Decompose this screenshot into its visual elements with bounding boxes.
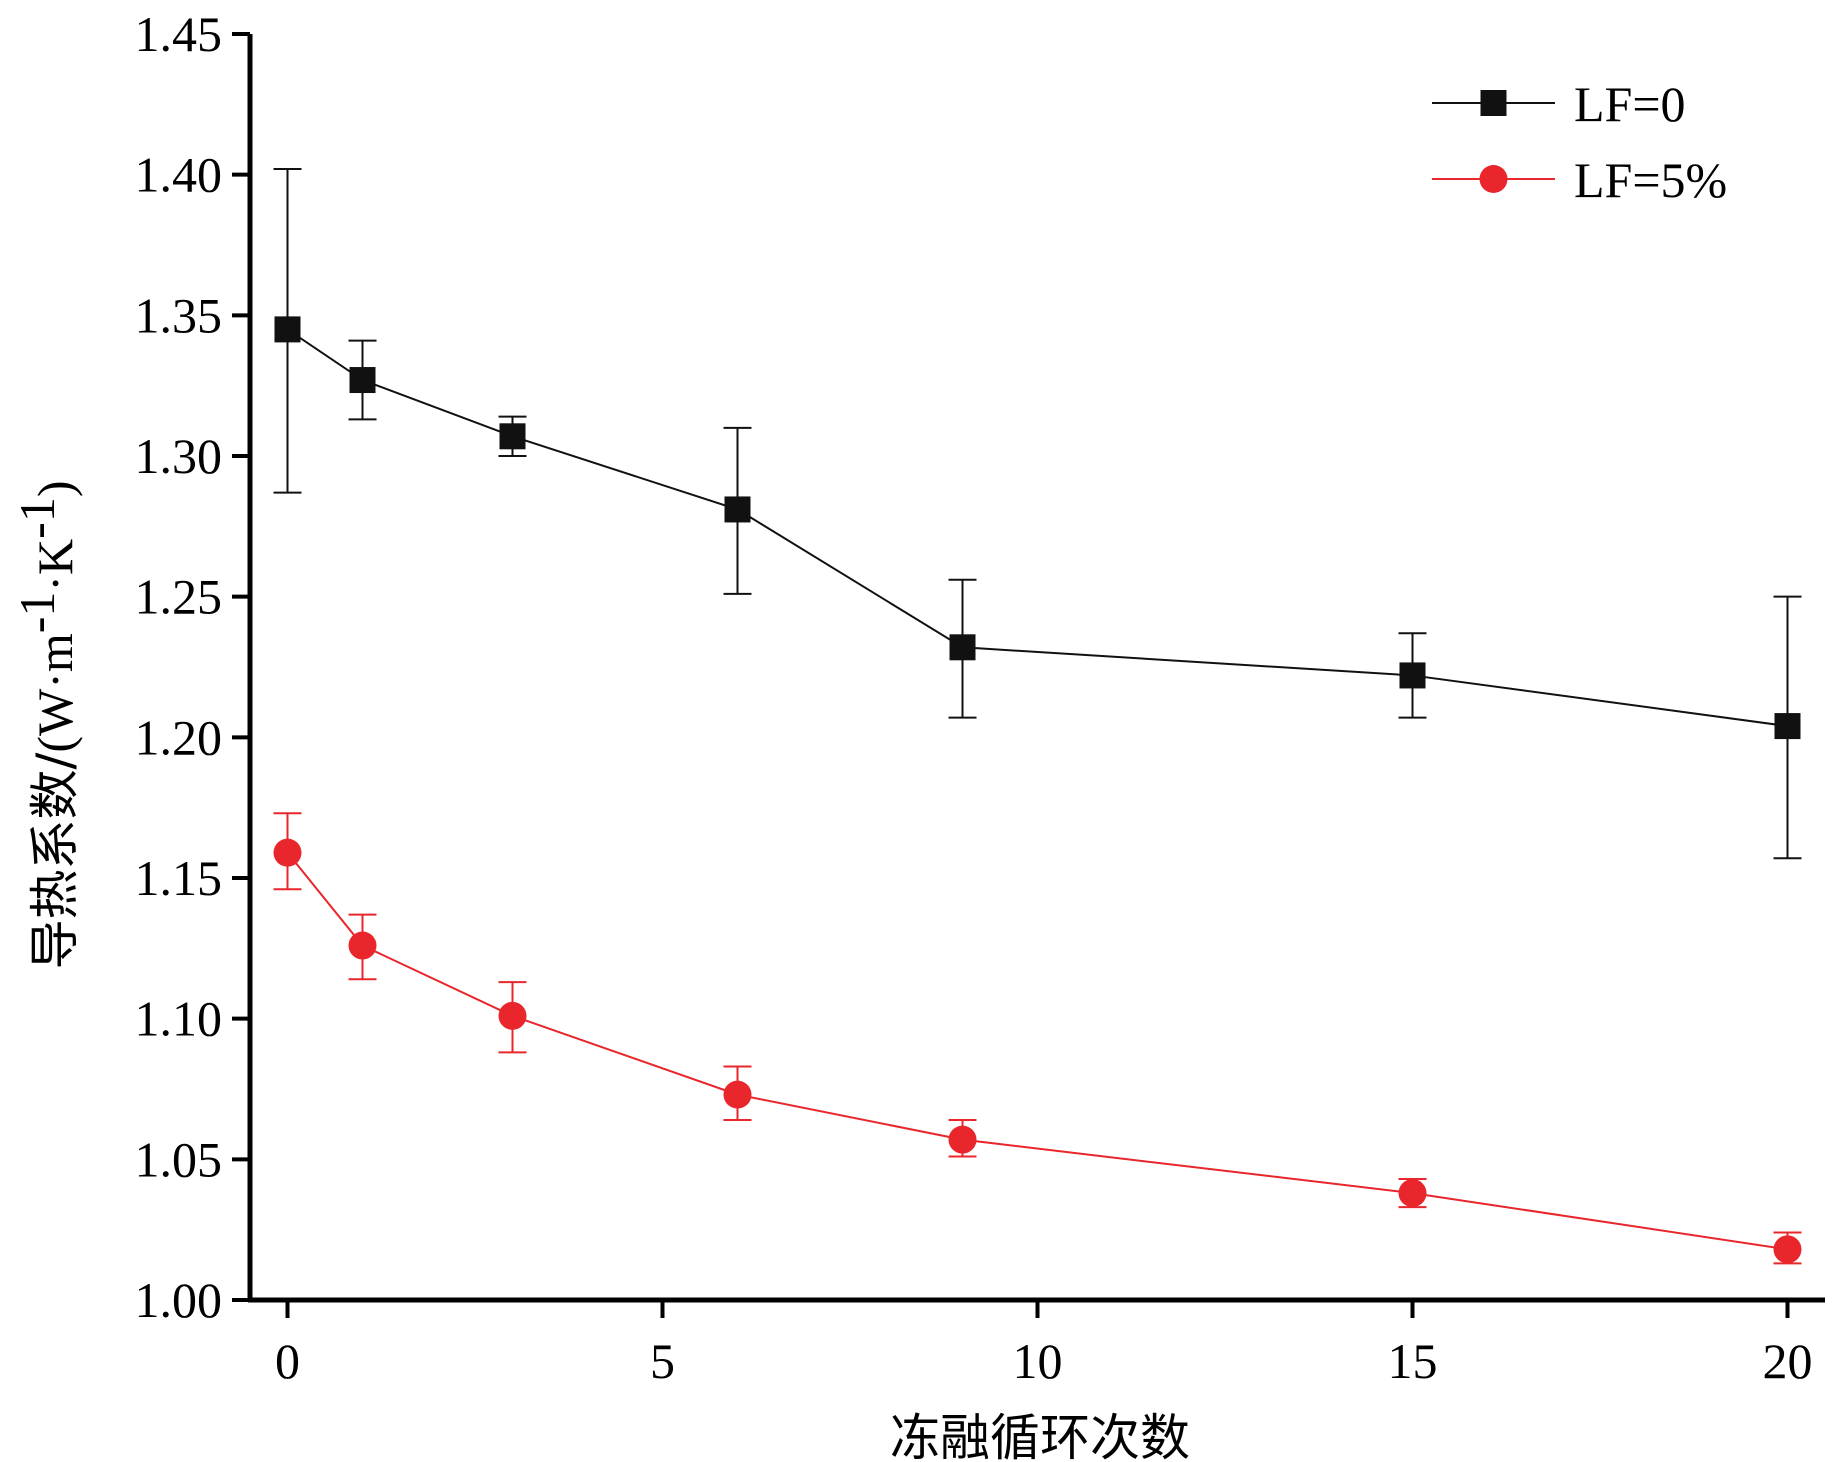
x-tick-label: 0	[275, 1333, 300, 1389]
data-point-circle	[1773, 1235, 1802, 1264]
series-line	[286, 328, 1788, 728]
data-point-square	[499, 423, 526, 450]
x-tick-label: 20	[1763, 1333, 1813, 1389]
data-point-square	[349, 367, 376, 394]
x-tick-label: 15	[1388, 1333, 1438, 1389]
data-point-circle	[948, 1125, 977, 1154]
data-point-square	[724, 496, 751, 523]
y-tick-label: 1.05	[135, 1131, 223, 1187]
data-point-square	[1774, 713, 1801, 740]
axes	[247, 34, 1825, 1303]
data-point-circle	[348, 931, 377, 960]
legend-marker-square	[1480, 90, 1507, 116]
y-tick-label: 1.25	[135, 569, 223, 625]
legend-marker-circle	[1479, 165, 1508, 193]
y-tick-label: 1.15	[135, 850, 223, 906]
y-axis-unit-open: (W·m	[27, 633, 83, 752]
y-axis-unit-exp2: -1	[9, 497, 65, 539]
y-tick-label: 1.00	[135, 1272, 223, 1328]
data-point-square	[949, 634, 976, 661]
y-tick-label: 1.20	[135, 709, 223, 765]
legend-item-lf-5: LF=5%	[1432, 152, 1727, 208]
y-tick-label: 1.35	[135, 287, 223, 343]
y-axis-title-prefix: 导热系数/	[26, 752, 84, 969]
y-tick-label: 1.45	[135, 6, 223, 62]
x-tick-label: 5	[650, 1333, 675, 1389]
series-lf-0	[273, 168, 1802, 860]
legend: LF=0 LF=5%	[1432, 76, 1727, 208]
legend-item-lf-0: LF=0	[1432, 76, 1686, 132]
y-tick-label: 1.40	[135, 147, 223, 203]
legend-label: LF=5%	[1574, 152, 1727, 208]
x-axis-title: 冻融循环次数	[890, 1409, 1190, 1462]
data-point-circle	[273, 838, 302, 867]
data-point-circle	[498, 1001, 527, 1030]
data-point-circle	[723, 1080, 752, 1109]
y-tick-label: 1.30	[135, 428, 223, 484]
y-axis-unit-close: )	[27, 481, 83, 498]
x-tick-label: 10	[1013, 1333, 1063, 1389]
y-axis-unit-exp1: -1	[9, 592, 65, 634]
legend-label: LF=0	[1574, 76, 1686, 132]
y-axis-title: 导热系数/(W·m-1·K-1)	[9, 481, 84, 970]
data-point-square	[1399, 662, 1426, 689]
series-group	[273, 168, 1802, 1265]
data-point-square	[274, 316, 301, 343]
y-tick-label: 1.10	[135, 991, 223, 1047]
ticks: 1.00 1.05 1.10 1.15 1.20 1.25 1.30 1.35 1.40 1.45…	[135, 6, 1813, 1389]
y-axis-unit-mid: ·K	[27, 539, 83, 592]
data-point-circle	[1398, 1179, 1427, 1208]
series-lf-5	[273, 812, 1802, 1265]
